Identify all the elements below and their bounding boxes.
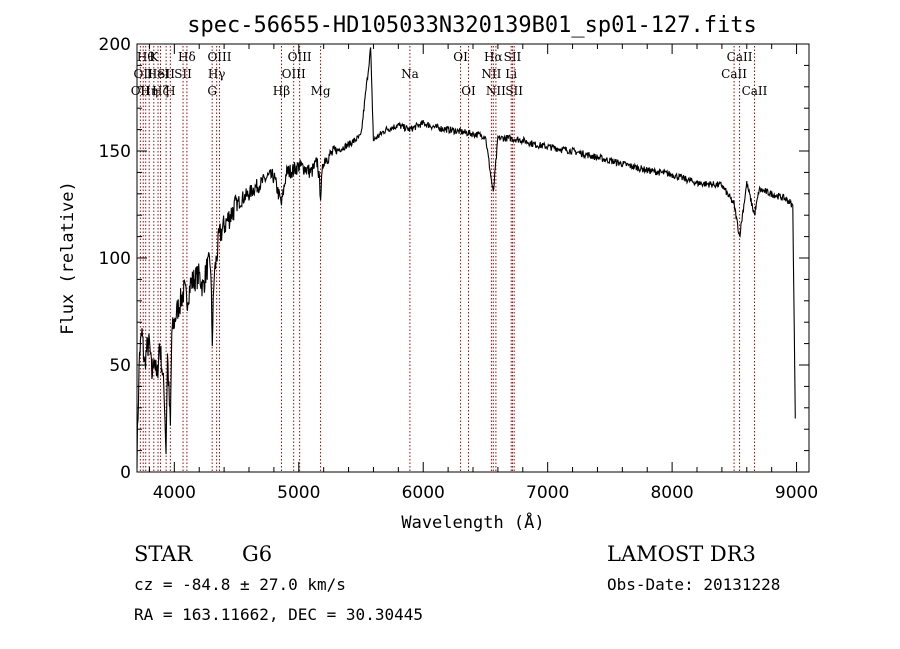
y-tick-label: 100 [99, 249, 131, 269]
y-axis-label: Flux (relative) [58, 181, 78, 335]
line-label-oi: OI [461, 84, 476, 98]
line-label-hζ: Hζ [152, 84, 169, 98]
y-axis-ticks: 0 50 100 150 200 [99, 35, 809, 483]
line-label-hβ: Hβ [273, 84, 290, 98]
x-axis-ticks: 4000 5000 6000 7000 8000 9000 [148, 44, 818, 503]
object-class: STAR [134, 542, 193, 566]
line-label-hei: HeI [147, 67, 170, 81]
x-tick-label: 5000 [277, 483, 320, 503]
emission-line-labels: OIIOIIHθHηKHeIHζSIIHHδSIIGHγOIIIHβOIIIOI… [131, 50, 768, 98]
line-label-oiii: OIII [288, 50, 312, 64]
line-label-li: Li [505, 67, 517, 81]
line-label-h: H [165, 84, 175, 98]
emission-lines-layer [139, 46, 755, 472]
spectrum-series-line [136, 47, 796, 468]
coordinates: RA = 163.11662, DEC = 30.30445 [134, 605, 423, 624]
y-tick-label: 0 [120, 463, 131, 483]
line-label-caii: CaII [721, 67, 747, 81]
y-tick-label: 150 [99, 142, 131, 162]
line-label-caii: CaII [742, 84, 768, 98]
line-label-sii: SII [505, 84, 523, 98]
line-label-oii: OII [134, 67, 154, 81]
subclass: G6 [242, 542, 272, 566]
line-label-na: Na [401, 67, 419, 81]
line-label-oiii: OIII [207, 50, 231, 64]
line-label-oi: OI [453, 50, 468, 64]
plot-frame [136, 43, 810, 473]
x-tick-label: 8000 [650, 483, 693, 503]
survey-name: LAMOST DR3 [607, 542, 756, 566]
x-tick-label: 6000 [402, 483, 445, 503]
line-label-oii: OII [131, 84, 151, 98]
line-label-hη: Hη [140, 84, 158, 98]
line-label-sii: SII [504, 50, 522, 64]
x-axis-label: Wavelength (Å) [401, 511, 544, 533]
line-label-caii: CaII [727, 50, 753, 64]
line-label-hα: Hα [484, 50, 503, 64]
line-label-hδ: Hδ [178, 50, 196, 64]
line-label-oiii: OIII [282, 67, 306, 81]
y-tick-label: 200 [99, 35, 131, 55]
x-tick-label: 7000 [526, 483, 569, 503]
chart-title: spec-56655-HD105033N320139B01_sp01-127.f… [187, 13, 757, 38]
x-tick-label: 9000 [775, 483, 818, 503]
line-label-mg: Mg [311, 84, 331, 98]
line-label-hθ: Hθ [137, 50, 155, 64]
line-label-g: G [207, 84, 217, 98]
x-tick-label: 4000 [153, 483, 196, 503]
redshift-cz: cz = -84.8 ± 27.0 km/s [134, 575, 346, 594]
line-label-sii: SII [174, 67, 192, 81]
line-label-hγ: Hγ [208, 67, 226, 81]
line-label-k: K [149, 50, 159, 64]
observation-date: Obs-Date: 20131228 [607, 575, 780, 594]
y-tick-label: 50 [109, 356, 131, 376]
line-label-sii: SII [157, 67, 175, 81]
line-label-nii: NII [486, 84, 506, 98]
line-label-nii: NII [481, 67, 501, 81]
